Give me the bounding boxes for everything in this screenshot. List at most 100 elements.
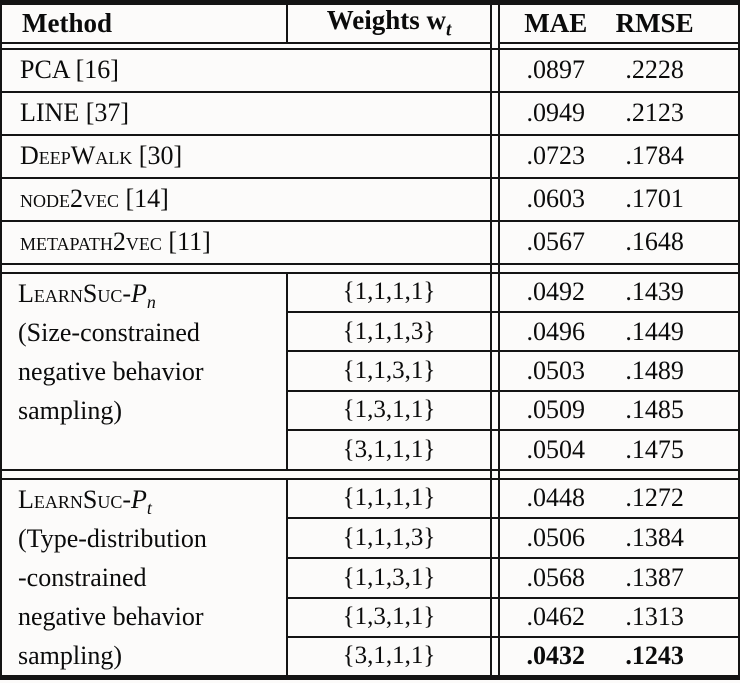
mae-value: .0496 xyxy=(526,316,586,346)
table-row-learnsuc-pt-3: {1,1,3,1} .0568 .1387 xyxy=(1,556,739,598)
weights-cell: {1,1,3,1} xyxy=(286,556,492,598)
metrics-cell: .0432 .1243 xyxy=(499,636,739,677)
metrics-cell: .0503 .1489 xyxy=(499,350,739,391)
table-row-learnsuc-pn-5: {3,1,1,1} .0504 .1475 xyxy=(1,429,739,470)
method-cell: node2vec [14] xyxy=(1,177,492,222)
double-vertical-rule xyxy=(490,220,501,264)
metrics-cell: .0897 .2228 xyxy=(499,48,739,93)
double-vertical-rule xyxy=(490,134,501,179)
weights-cell: {3,1,1,1} xyxy=(286,636,492,677)
metrics-cell: .0509 .1485 xyxy=(499,389,739,431)
rmse-value: .2123 xyxy=(625,98,684,127)
double-vertical-rule xyxy=(490,596,501,638)
method-name: LearnSuc-Pt xyxy=(18,484,152,518)
double-vertical-rule xyxy=(490,350,501,391)
mae-value: .0462 xyxy=(526,602,586,632)
table-row-line: LINE [37] .0949 .2123 xyxy=(1,91,739,136)
metrics-cell: .0492 .1439 xyxy=(499,273,739,312)
method-cell-learnsuc-pn: LearnSuc-Pn (Size-constrained negative b… xyxy=(1,272,288,470)
method-cell: LINE [37] xyxy=(1,91,492,136)
mae-value: .0492 xyxy=(526,277,586,307)
weights-subscript: t xyxy=(446,19,452,41)
table-row-node2vec: node2vec [14] .0603 .1701 xyxy=(1,177,739,222)
double-rule xyxy=(1,262,739,274)
metrics-cell: .0504 .1475 xyxy=(499,429,739,470)
table-row-metapath2vec: metapath2vec [11] .0567 .1648 xyxy=(1,220,739,264)
metrics-cell: .0603 .1701 xyxy=(499,177,739,222)
metrics-cell: .0448 .1272 xyxy=(499,479,739,519)
table-row-learnsuc-pt-2: {1,1,1,3} .0506 .1384 xyxy=(1,517,739,558)
weights-cell: {3,1,1,1} xyxy=(286,429,492,470)
table-row-learnsuc-pt-5-best: {3,1,1,1} .0432 .1243 xyxy=(1,636,739,677)
method-desc-line: (Type-distribution xyxy=(18,523,207,553)
double-vertical-rule xyxy=(490,262,501,274)
rmse-value: .1701 xyxy=(625,184,684,213)
metrics-cell: .0496 .1449 xyxy=(499,310,739,352)
method-desc-line xyxy=(2,430,285,469)
method-cell: metapath2vec [11] xyxy=(20,227,211,256)
double-vertical-rule xyxy=(490,556,501,598)
rmse-value: .1784 xyxy=(625,141,684,170)
col-header-weights: Weights wt xyxy=(286,2,492,44)
weights-cell: {1,1,1,3} xyxy=(286,517,492,558)
rmse-value-best: .1243 xyxy=(625,641,684,671)
rmse-value: .1648 xyxy=(625,227,684,256)
double-rule xyxy=(1,468,739,480)
double-vertical-rule xyxy=(490,177,501,222)
double-vertical-rule xyxy=(490,389,501,431)
mae-value: .0506 xyxy=(526,523,586,553)
mae-value: .0509 xyxy=(526,395,586,425)
metrics-cell: .0949 .2123 xyxy=(499,91,739,136)
double-vertical-rule xyxy=(490,478,501,519)
table-row-deepwalk: DeepWalk [30] .0723 .1784 xyxy=(1,134,739,179)
mae-value: .0603 xyxy=(526,184,586,213)
table-row-pca: PCA [16] .0897 .2228 xyxy=(1,48,739,93)
double-vertical-rule xyxy=(490,310,501,352)
table-row-learnsuc-pt-1: LearnSuc-Pt (Type-distribution -constrai… xyxy=(1,478,739,677)
double-vertical-rule xyxy=(490,272,501,312)
rmse-value: .1485 xyxy=(625,395,684,425)
weights-cell: {1,3,1,1} xyxy=(286,596,492,638)
rmse-value: .1439 xyxy=(625,277,684,307)
method-name: LearnSuc-Pn xyxy=(18,278,156,312)
rmse-value: .1387 xyxy=(625,562,684,592)
weights-cell: {1,1,1,1} xyxy=(342,484,436,512)
method-desc-line: negative behavior xyxy=(18,356,204,386)
col-header-method: Method xyxy=(1,2,288,44)
rmse-value: .1449 xyxy=(625,316,684,346)
rmse-value: .1272 xyxy=(625,483,684,513)
mae-value: .0504 xyxy=(526,434,586,464)
double-vertical-rule xyxy=(490,517,501,558)
metrics-cell: .0568 .1387 xyxy=(499,556,739,598)
method-cell: PCA [16] xyxy=(1,48,492,93)
col-header-rmse: RMSE xyxy=(615,7,694,38)
method-cell-learnsuc-pt: LearnSuc-Pt (Type-distribution -constrai… xyxy=(1,478,288,677)
weights-cell: {1,3,1,1} xyxy=(286,389,492,431)
method-desc-line: (Size-constrained xyxy=(18,317,200,347)
metrics-cell: .0723 .1784 xyxy=(499,134,739,179)
double-vertical-rule xyxy=(490,429,501,470)
table-row-learnsuc-pn-2: {1,1,1,3} .0496 .1449 xyxy=(1,310,739,352)
double-vertical-rule xyxy=(490,42,501,50)
table-row-learnsuc-pn-1: LearnSuc-Pn (Size-constrained negative b… xyxy=(1,272,739,470)
weights-label: Weights w xyxy=(326,5,447,36)
col-header-mae: MAE xyxy=(524,7,588,38)
mae-value: .0897 xyxy=(526,55,586,84)
method-cell: DeepWalk [30] xyxy=(1,134,492,179)
double-vertical-rule xyxy=(490,2,501,43)
metrics-cell: .0506 .1384 xyxy=(499,517,739,558)
method-desc-line: -constrained xyxy=(18,562,147,592)
mae-value: .0568 xyxy=(526,562,586,592)
table-row-learnsuc-pt-4: {1,3,1,1} .0462 .1313 xyxy=(1,596,739,638)
weights-cell: {1,1,1,1} xyxy=(342,278,436,306)
weights-cell: {1,1,3,1} xyxy=(286,350,492,391)
table-row-learnsuc-pn-3: {1,1,3,1} .0503 .1489 xyxy=(1,350,739,391)
double-vertical-rule xyxy=(490,636,501,677)
weights-cell: {1,1,1,3} xyxy=(286,310,492,352)
table-row-learnsuc-pn-4: {1,3,1,1} .0509 .1485 xyxy=(1,389,739,431)
rmse-value: .2228 xyxy=(625,55,684,84)
rmse-value: .1313 xyxy=(625,602,684,632)
mae-value-best: .0432 xyxy=(526,641,586,671)
rmse-value: .1489 xyxy=(625,355,684,385)
